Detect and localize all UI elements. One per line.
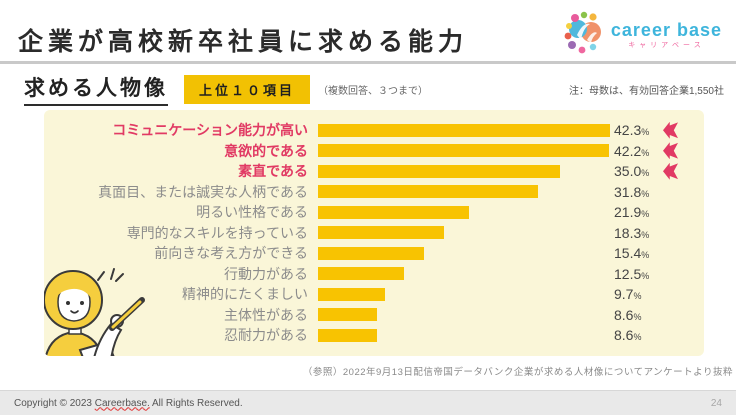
- percent-sign: %: [633, 332, 642, 343]
- category-label: 専門的なスキルを持っている: [126, 224, 308, 241]
- chart-row: 精神的にたくましい 9.7%: [44, 284, 704, 305]
- chart-rows: コミュニケーション能力が高い 42.3% 意欲的である 42.2% 素直である 35.0%…: [44, 120, 704, 346]
- career-base-logo: career base キャリアベース: [563, 10, 722, 59]
- value-label: 8.6%: [614, 327, 642, 344]
- bar: [318, 246, 424, 260]
- value-label: 8.6%: [614, 306, 642, 323]
- percent-sign: %: [641, 147, 650, 158]
- percent-sign: %: [641, 250, 650, 261]
- percent-sign: %: [641, 168, 650, 179]
- value-label: 15.4%: [614, 245, 650, 262]
- category-label: 前向きな考え方ができる: [154, 245, 308, 262]
- header-divider: [0, 61, 736, 64]
- section-title: 求める人物像: [24, 72, 168, 106]
- source-citation: （参照）2022年9月13日配信帝国データバンク企業が求める人材像についてアンケ…: [302, 367, 733, 378]
- copyright-prefix: Copyright © 2023: [14, 397, 95, 409]
- multiple-answer-note: （複数回答、３つまで）: [318, 85, 429, 97]
- header: 企業が高校新卒社員に求める能力 career base キャリアベース: [0, 0, 736, 64]
- chart-row: 専門的なスキルを持っている 18.3%: [44, 223, 704, 244]
- bar-track: [318, 328, 614, 342]
- value-label: 42.3%: [614, 122, 650, 139]
- bar-track: [318, 287, 614, 301]
- copyright-text: Copyright © 2023 Careerbase. All Rights …: [14, 398, 243, 409]
- value-label: 31.8%: [614, 183, 650, 200]
- category-label: 行動力がある: [224, 265, 308, 282]
- percent-sign: %: [633, 291, 642, 302]
- category-label: 明るい性格である: [196, 204, 308, 221]
- logo-name: career base: [610, 19, 722, 40]
- percent-sign: %: [641, 229, 650, 240]
- highlight-arrow-icon: [663, 142, 678, 160]
- bar-track: [318, 267, 614, 281]
- bar: [318, 267, 404, 281]
- bar: [318, 123, 610, 137]
- copyright-suffix: All Rights Reserved.: [149, 397, 243, 409]
- value-label: 35.0%: [614, 163, 650, 180]
- chart-row: 忍耐力がある 8.6%: [44, 325, 704, 346]
- bar: [318, 226, 444, 240]
- value-label: 12.5%: [614, 265, 650, 282]
- footer: Copyright © 2023 Careerbase. All Rights …: [0, 390, 736, 415]
- chart-row: 主体性がある 8.6%: [44, 305, 704, 326]
- bar-track: [318, 144, 614, 158]
- highlight-arrow-icon: [663, 121, 678, 139]
- category-label: 忍耐力がある: [224, 327, 308, 344]
- bar: [318, 185, 538, 199]
- highlight-arrow-icon: [663, 162, 678, 180]
- bar-chart-panel: コミュニケーション能力が高い 42.3% 意欲的である 42.2% 素直である 35.0%…: [44, 110, 704, 356]
- bar: [318, 205, 469, 219]
- illustration-woman: [44, 258, 153, 356]
- brand-name: Careerbase.: [94, 397, 150, 409]
- section-header: 求める人物像 上位１０項目 （複数回答、３つまで） 注：母数は、有効回答企業1,…: [24, 72, 724, 106]
- bar-track: [318, 246, 614, 260]
- value-label: 18.3%: [614, 224, 650, 241]
- bar-track: [318, 164, 614, 178]
- bar-track: [318, 185, 614, 199]
- logo-dots-icon: [563, 10, 605, 59]
- bar: [318, 164, 560, 178]
- percent-sign: %: [641, 188, 650, 199]
- page-number: 24: [710, 397, 722, 409]
- logo-text: career base キャリアベース: [611, 21, 722, 49]
- chart-row: 行動力がある 12.5%: [44, 264, 704, 285]
- category-label: 真面目、または誠実な人柄である: [98, 183, 308, 200]
- percent-sign: %: [641, 127, 650, 138]
- chart-row: 前向きな考え方ができる 15.4%: [44, 243, 704, 264]
- value-label: 42.2%: [614, 142, 650, 159]
- percent-sign: %: [641, 209, 650, 220]
- category-label: 主体性がある: [224, 306, 308, 323]
- chart-row: 真面目、または誠実な人柄である 31.8%: [44, 182, 704, 203]
- top10-badge: 上位１０項目: [184, 74, 311, 104]
- bar: [318, 328, 377, 342]
- bar: [318, 144, 609, 158]
- logo-subtitle: キャリアベース: [628, 41, 705, 49]
- percent-sign: %: [641, 270, 650, 281]
- page-title: 企業が高校新卒社員に求める能力: [18, 28, 469, 56]
- chart-row: 素直である 35.0%: [44, 161, 704, 182]
- bar-track: [318, 226, 614, 240]
- chart-row: コミュニケーション能力が高い 42.3%: [44, 120, 704, 141]
- sample-size-note: 注：母数は、有効回答企業1,550社: [568, 85, 724, 97]
- chart-row: 意欲的である 42.2%: [44, 141, 704, 162]
- bar: [318, 287, 385, 301]
- value-label: 9.7%: [614, 286, 642, 303]
- percent-sign: %: [633, 311, 642, 322]
- category-label: 意欲的である: [224, 142, 308, 159]
- category-label: コミュニケーション能力が高い: [112, 122, 308, 139]
- category-label: 精神的にたくましい: [182, 286, 308, 303]
- bar-track: [318, 308, 614, 322]
- bar-track: [318, 205, 614, 219]
- bar: [318, 308, 377, 322]
- value-label: 21.9%: [614, 204, 650, 221]
- chart-row: 明るい性格である 21.9%: [44, 202, 704, 223]
- category-label: 素直である: [238, 163, 308, 180]
- bar-track: [318, 123, 614, 137]
